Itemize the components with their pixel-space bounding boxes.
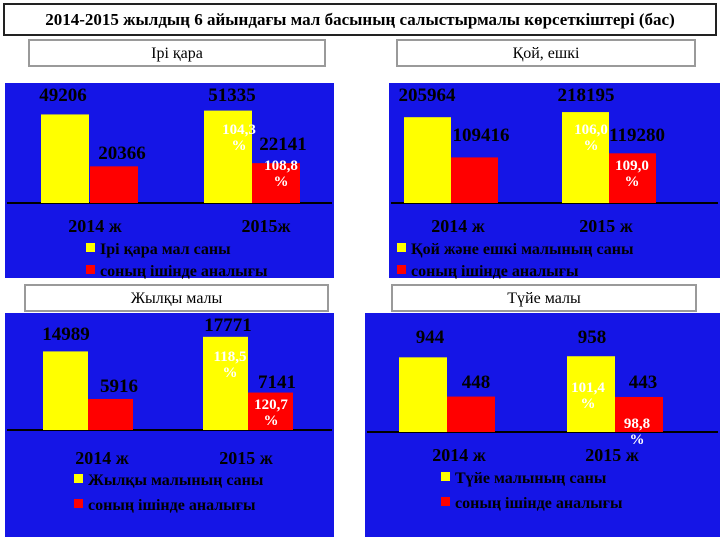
- legend-label-cattle-0: Ірі қара мал саны: [100, 241, 231, 258]
- data-label-camels-total-1: 958: [578, 327, 607, 348]
- bar-horses-total-1: [203, 336, 248, 430]
- bar-camels-total-1: [567, 356, 615, 432]
- percent-annotation-cattle-1: 108,8%: [264, 158, 298, 190]
- legend-label-horses-0: Жылқы малының саны: [88, 472, 264, 489]
- category-label-camels-0: 2014 ж: [432, 445, 487, 465]
- category-label-horses-1: 2015 ж: [219, 448, 274, 468]
- data-label-horses-females-0: 5916: [100, 376, 138, 397]
- category-label-camels-1: 2015 ж: [585, 445, 640, 465]
- percent-annotation-sheep-1: 109,0%: [615, 158, 649, 190]
- category-label-sheep-1: 2015 ж: [579, 216, 634, 236]
- bar-sheep-females-0: [451, 157, 498, 203]
- bar-camels-females-0: [447, 396, 495, 432]
- data-label-cattle-females-0: 20366: [98, 143, 146, 164]
- legend-swatch-cattle-0: [86, 243, 95, 252]
- data-label-cattle-females-1: 22141: [259, 134, 307, 155]
- legend-swatch-camels-0: [441, 472, 450, 481]
- data-label-sheep-females-1: 119280: [609, 125, 665, 146]
- data-label-horses-total-1: 17771: [204, 315, 252, 336]
- bar-camels-females-1: [615, 396, 663, 432]
- category-label-horses-0: 2014 ж: [75, 448, 130, 468]
- bar-cattle-total-1: [204, 110, 252, 203]
- data-label-sheep-total-1: 218195: [558, 85, 615, 106]
- legend-label-sheep-0: Қой және ешкі малының саны: [411, 241, 634, 258]
- percent-annotation-horses-1: 120,7%: [254, 397, 288, 429]
- legend-swatch-cattle-1: [86, 265, 95, 274]
- data-label-cattle-total-0: 49206: [39, 85, 87, 106]
- data-label-cattle-total-1: 51335: [208, 85, 256, 106]
- page-title: 2014-2015 жылдың 6 айындағы мал басының …: [3, 3, 717, 36]
- legend-swatch-horses-0: [74, 474, 83, 483]
- percent-annotation-camels-0: 101,4%: [571, 380, 605, 412]
- bar-cattle-total-0: [41, 114, 89, 203]
- bar-camels-total-0: [399, 357, 447, 432]
- category-label-sheep-0: 2014 ж: [431, 216, 486, 236]
- category-label-cattle-1: 2015ж: [241, 216, 291, 236]
- legend-label-camels-0: Түйе малының саны: [455, 470, 607, 487]
- bar-sheep-females-1: [609, 153, 656, 203]
- percent-annotation-sheep-0: 106,0%: [574, 122, 608, 154]
- bar-cattle-females-0: [90, 166, 138, 203]
- data-label-sheep-total-0: 205964: [399, 85, 457, 106]
- data-label-horses-total-0: 14989: [42, 324, 90, 345]
- legend-label-camels-1: соның ішінде аналығы: [455, 495, 623, 512]
- category-label-cattle-0: 2014 ж: [68, 216, 123, 236]
- legend-swatch-sheep-1: [397, 265, 406, 274]
- bar-cattle-females-1: [252, 163, 300, 203]
- data-label-horses-females-1: 7141: [258, 372, 296, 393]
- bar-sheep-total-0: [404, 117, 451, 203]
- panel-label-horses: Жылқы малы: [24, 284, 329, 312]
- legend-swatch-sheep-0: [397, 243, 406, 252]
- percent-annotation-cattle-0: 104,3%: [222, 122, 256, 154]
- panel-label-cattle: Ірі қара: [28, 39, 326, 67]
- bar-horses-total-0: [43, 351, 88, 430]
- legend-swatch-camels-1: [441, 497, 450, 506]
- legend-label-horses-1: соның ішінде аналығы: [88, 497, 256, 514]
- bar-horses-females-1: [248, 392, 293, 430]
- data-label-camels-females-1: 443: [629, 372, 658, 393]
- percent-annotation-horses-0: 118,5%: [214, 349, 247, 381]
- bar-sheep-total-1: [562, 112, 609, 203]
- bar-horses-females-0: [88, 398, 133, 430]
- legend-label-sheep-1: соның ішінде аналығы: [411, 263, 579, 280]
- data-label-sheep-females-0: 109416: [453, 125, 510, 146]
- data-label-camels-females-0: 448: [462, 372, 491, 393]
- percent-annotation-camels-1: 98,8%: [624, 416, 650, 448]
- data-label-camels-total-0: 944: [416, 327, 445, 348]
- panel-label-sheep-goats: Қой, ешкі: [396, 39, 696, 67]
- panel-label-camels: Түйе малы: [391, 284, 697, 312]
- legend-label-cattle-1: соның ішінде аналығы: [100, 263, 268, 280]
- legend-swatch-horses-1: [74, 499, 83, 508]
